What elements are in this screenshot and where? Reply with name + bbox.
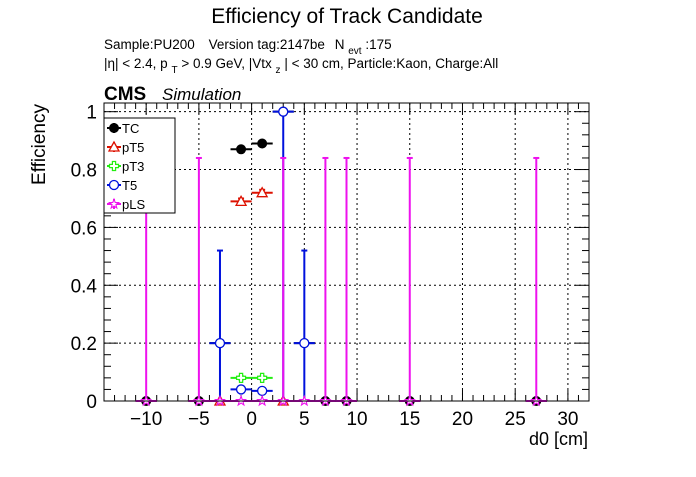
marker-cross: [108, 160, 120, 172]
cms-label: CMS: [104, 84, 146, 105]
nevt-subscript: evt: [348, 46, 362, 57]
vtx-subscript: z: [276, 65, 281, 76]
y-tick-label: 0.2: [71, 334, 97, 355]
chart-title: Efficiency of Track Candidate: [211, 5, 483, 28]
t5-marker: [257, 385, 268, 397]
marker-star: [107, 197, 121, 210]
pt3-point: [230, 372, 252, 383]
pt5-marker: [256, 186, 269, 198]
x-tick-label: 0: [246, 409, 257, 430]
pt3-marker: [257, 372, 268, 383]
marker-triangle: [107, 140, 121, 152]
x-tick-label: 20: [452, 409, 473, 430]
legend: TC pT5 pT3 T5 pLS: [103, 117, 176, 214]
tc-marker: [236, 144, 247, 155]
marker-triangle: [234, 195, 248, 207]
legend-label: TC: [122, 121, 139, 136]
t5-marker: [214, 337, 226, 349]
nevt-value: :175: [365, 37, 391, 52]
legend-label: pLS: [122, 197, 145, 212]
legend-label: pT3: [122, 159, 144, 174]
t5-point: [230, 384, 252, 395]
simulation-label: Simulation: [162, 85, 241, 104]
marker-circle: [299, 337, 310, 349]
pt5-marker: [234, 195, 248, 207]
pt3-point: [251, 372, 273, 383]
tc-marker: [257, 138, 268, 149]
t5-marker: [235, 384, 247, 395]
x-tick-label: 30: [557, 409, 578, 430]
marker-circle: [109, 123, 119, 133]
vtx-cut: | < 30 cm, Particle:Kaon, Charge:All: [284, 56, 498, 71]
legend-marker: [107, 197, 121, 210]
marker-cross: [257, 372, 268, 383]
y-tick-label: 0.4: [71, 276, 98, 297]
marker-cross: [235, 372, 247, 383]
tick-labels: −10 −5 0 5 10 15 20 25 30 0 0.2 0.4 0.6 0.8 1: [71, 103, 579, 430]
t5-marker: [278, 106, 289, 117]
legend-entry-pls: pLS: [107, 197, 145, 212]
marker-circle: [236, 144, 247, 155]
y-tick-label: 0: [86, 392, 97, 413]
y-axis-label: Efficiency: [29, 104, 50, 185]
y-tick-label: 0.8: [71, 161, 97, 182]
x-tick-label: 10: [346, 409, 367, 430]
nevt-label: N: [335, 37, 345, 52]
legend-marker: [107, 140, 121, 152]
y-tick-label: 0.6: [71, 218, 97, 239]
data-marks: [135, 106, 547, 407]
subtitle-line-2: |η| < 2.4, p T > 0.9 GeV, |Vtx z | < 30 …: [104, 56, 498, 76]
t5-point: [209, 249, 231, 401]
legend-entry-tc: TC: [107, 121, 139, 136]
pt3-marker: [235, 372, 247, 383]
t5-point: [293, 249, 315, 401]
x-tick-label: 15: [399, 409, 420, 430]
pt-cut: > 0.9 GeV, |Vtx: [181, 56, 272, 71]
subtitle-line-1: Sample:PU200 Version tag:2147be N evt :1…: [104, 37, 392, 57]
sample-label: Sample:PU200: [104, 37, 195, 52]
x-tick-label: −10: [130, 409, 162, 430]
marker-circle: [108, 179, 120, 191]
version-label: Version tag:2147be: [209, 37, 325, 52]
pt5-point: [230, 195, 252, 207]
marker-triangle: [256, 186, 269, 198]
tc-point: [251, 138, 273, 149]
marker-circle: [278, 106, 289, 117]
marker-circle: [235, 384, 247, 395]
legend-label: pT5: [122, 140, 144, 155]
marker-circle: [257, 138, 268, 149]
legend-marker: [108, 179, 120, 191]
eta-cut: |η| < 2.4, p: [104, 56, 168, 71]
pt5-point: [251, 186, 273, 198]
x-tick-label: 5: [299, 409, 310, 430]
legend-marker: [108, 160, 120, 172]
plot-frame: [103, 102, 590, 402]
x-tick-label: 25: [505, 409, 526, 430]
legend-entry-pt5: pT5: [107, 140, 144, 155]
y-tick-label: 1: [86, 103, 97, 124]
legend-marker: [109, 123, 119, 133]
tc-point: [230, 144, 252, 155]
t5-point: [251, 385, 273, 397]
series-pt3: [230, 372, 273, 383]
legend-entry-pt3: pT3: [107, 159, 144, 174]
t5-marker: [299, 337, 310, 349]
x-axis-label: d0 [cm]: [529, 429, 588, 449]
legend-entry-t5: T5: [107, 178, 137, 193]
pt-subscript: T: [171, 65, 177, 76]
marker-circle: [257, 385, 268, 397]
x-tick-label: −5: [188, 409, 210, 430]
legend-label: T5: [122, 178, 137, 193]
marker-circle: [214, 337, 226, 349]
